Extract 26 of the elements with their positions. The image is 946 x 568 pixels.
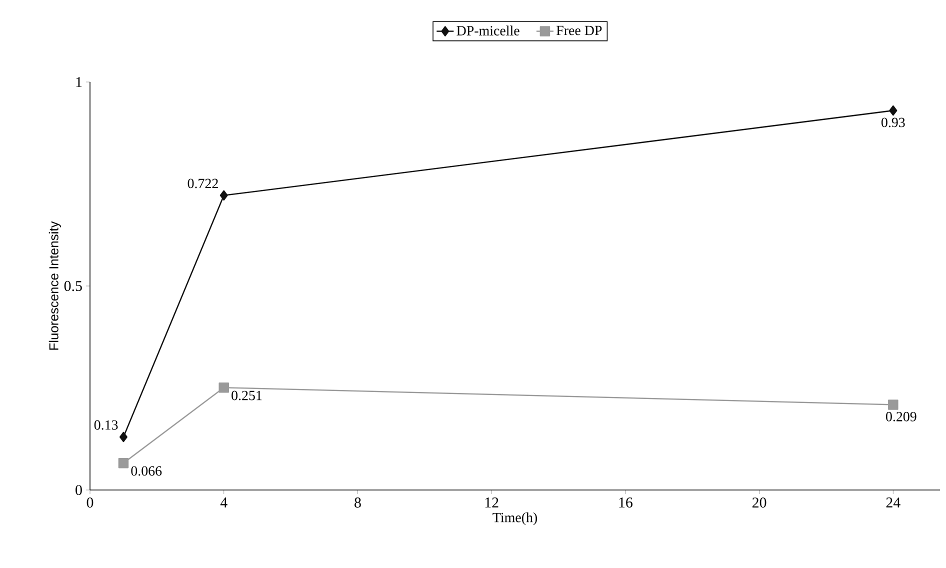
point	[220, 190, 228, 201]
legend-label: DP-micelle	[456, 26, 520, 36]
x-tick-label: 4	[220, 498, 228, 508]
point	[118, 458, 129, 468]
x-tick-label: 8	[354, 498, 361, 508]
y-axis-title: Fluorescence Intensity	[48, 221, 61, 350]
y-tick-label: 1	[76, 77, 82, 87]
x-tick-label: 0	[86, 498, 94, 508]
x-tick-label: 16	[619, 498, 632, 508]
x-axis-title: Time(h)	[492, 512, 538, 526]
data-label: 0.209	[886, 412, 916, 422]
point	[119, 432, 128, 442]
point	[218, 382, 229, 393]
data-label: 0.13	[94, 420, 118, 430]
x-tick-label: 24	[886, 498, 900, 508]
data-label: 0.066	[131, 466, 162, 476]
data-label: 0.722	[188, 178, 218, 188]
x-tick-label: 12	[485, 498, 498, 508]
data-label: 0.251	[232, 390, 262, 400]
point	[889, 105, 898, 116]
y-tick-label: 0.5	[64, 280, 82, 292]
point	[888, 400, 898, 410]
data-label: 0.93	[881, 118, 905, 128]
y-tick-label: 0	[76, 484, 82, 496]
x-tick-label: 20	[752, 498, 766, 508]
legend-label: Free DP	[556, 26, 602, 36]
